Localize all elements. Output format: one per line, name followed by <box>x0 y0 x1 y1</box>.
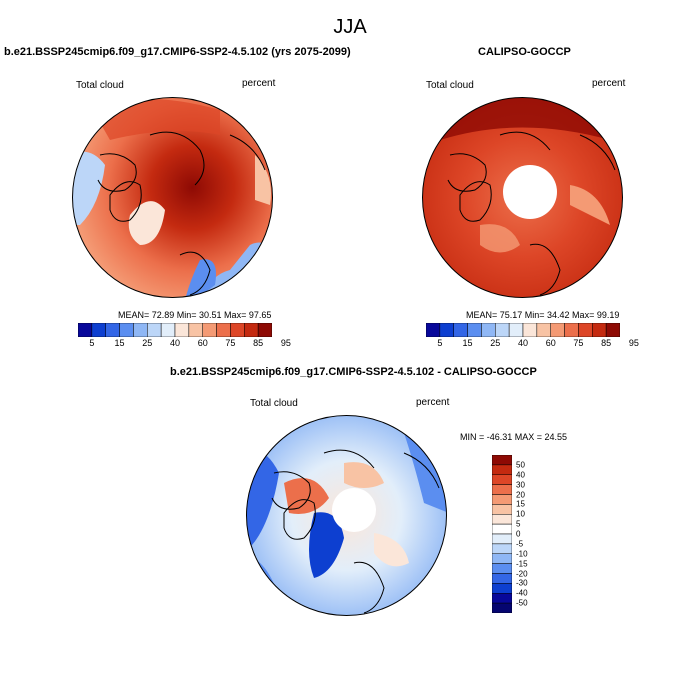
diff-colorbar-tick: 40 <box>516 470 525 480</box>
obs-colorbar-swatch <box>578 323 593 337</box>
diff-colorbar-swatch <box>492 474 512 485</box>
obs-colorbar-swatch <box>495 323 510 337</box>
model-colorbar-tick: 75 <box>225 338 236 348</box>
model-colorbar-swatch <box>160 323 176 337</box>
model-colorbar-swatch <box>230 323 245 337</box>
diff-colorbar-swatch <box>492 533 512 545</box>
diff-colorbar-swatch <box>492 563 512 574</box>
diff-panel-title: b.e21.BSSP245cmip6.f09_g17.CMIP6-SSP2-4.… <box>170 366 537 378</box>
diff-colorbar-swatch <box>492 543 512 554</box>
diff-colorbar-tick: 10 <box>516 509 525 519</box>
model-polar-map <box>72 97 273 298</box>
model-colorbar-swatch <box>147 323 162 337</box>
model-colorbar-tick: 60 <box>197 338 208 348</box>
obs-colorbar-swatch <box>508 323 524 337</box>
obs-units-label: percent <box>592 78 626 89</box>
model-colorbar-tick: 95 <box>280 338 291 348</box>
diff-colorbar-tick: -30 <box>516 578 528 588</box>
diff-stats: MIN = -46.31 MAX = 24.55 <box>460 432 568 442</box>
obs-colorbar-swatch <box>592 323 607 337</box>
model-colorbar-swatch <box>133 323 148 337</box>
obs-colorbar-swatch <box>481 323 496 337</box>
model-colorbar <box>78 323 272 337</box>
obs-colorbar-swatch <box>522 323 538 337</box>
model-colorbar-swatch <box>216 323 231 337</box>
obs-colorbar-swatch <box>426 323 441 337</box>
diff-colorbar-tick: -5 <box>516 539 524 549</box>
obs-colorbar-swatch <box>564 323 579 337</box>
diff-colorbar-swatch <box>492 573 512 584</box>
diff-colorbar-tick: 15 <box>516 499 525 509</box>
diff-colorbar-tick: -15 <box>516 559 528 569</box>
diff-colorbar-labels: 50 40 30 20 15 10 5 0 -5 -10 -15 -20 -30… <box>516 455 546 613</box>
obs-stats: MEAN= 75.17 Min= 34.42 Max= 99.19 <box>466 310 620 320</box>
obs-colorbar-tick: 5 <box>437 338 443 348</box>
diff-colorbar-swatch <box>492 523 512 535</box>
obs-colorbar-tick: 85 <box>601 338 612 348</box>
obs-colorbar-tick: 40 <box>517 338 529 348</box>
diff-polar-map <box>246 415 447 616</box>
obs-colorbar-labels: 5 15 25 40 60 75 85 95 <box>426 338 639 350</box>
obs-colorbar-tick: 75 <box>573 338 584 348</box>
diff-colorbar-swatch <box>492 455 512 466</box>
model-colorbar-swatch <box>188 323 203 337</box>
model-units-label: percent <box>242 78 276 89</box>
obs-colorbar-tick: 60 <box>545 338 556 348</box>
diff-colorbar-tick: -50 <box>516 598 528 608</box>
diff-colorbar <box>492 455 512 613</box>
obs-polar-map <box>422 97 623 298</box>
obs-colorbar-tick: 15 <box>462 338 473 348</box>
obs-colorbar-swatch <box>453 323 468 337</box>
diff-colorbar-tick: -10 <box>516 549 528 559</box>
diff-colorbar-swatch <box>492 602 512 613</box>
model-colorbar-swatch <box>78 323 93 337</box>
model-colorbar-swatch <box>257 323 272 337</box>
diff-colorbar-swatch <box>492 553 512 564</box>
figure-title: JJA <box>333 16 367 38</box>
diff-colorbar-tick: -40 <box>516 588 528 598</box>
model-panel-title: b.e21.BSSP245cmip6.f09_g17.CMIP6-SSP2-4.… <box>4 46 351 58</box>
diff-colorbar-swatch <box>492 494 512 505</box>
model-colorbar-tick: 85 <box>253 338 264 348</box>
model-stats: MEAN= 72.89 Min= 30.51 Max= 97.65 <box>118 310 272 320</box>
diff-colorbar-swatch <box>492 583 512 594</box>
obs-variable-label: Total cloud <box>426 80 474 91</box>
diff-missing-polar-gap <box>332 488 376 532</box>
model-colorbar-swatch <box>174 323 190 337</box>
obs-colorbar-swatch <box>467 323 482 337</box>
model-colorbar-tick: 25 <box>142 338 153 348</box>
diff-colorbar-tick: 20 <box>516 490 525 499</box>
diff-colorbar-tick: 30 <box>516 480 525 490</box>
diff-units-label: percent <box>416 397 450 408</box>
model-colorbar-tick: 40 <box>169 338 181 348</box>
obs-colorbar-swatch <box>605 323 620 337</box>
diff-colorbar-swatch <box>492 484 512 495</box>
obs-colorbar-tick: 25 <box>490 338 501 348</box>
obs-colorbar-swatch <box>550 323 565 337</box>
diff-colorbar-swatch <box>492 464 512 475</box>
diff-colorbar-tick: -20 <box>516 569 528 578</box>
model-colorbar-swatch <box>202 323 217 337</box>
diff-colorbar-swatch <box>492 593 512 604</box>
diff-colorbar-swatch <box>492 514 512 525</box>
obs-colorbar-tick: 95 <box>628 338 639 348</box>
obs-colorbar-swatch <box>439 323 454 337</box>
obs-colorbar <box>426 323 620 337</box>
diff-variable-label: Total cloud <box>250 398 298 409</box>
model-colorbar-tick: 15 <box>114 338 125 348</box>
model-colorbar-tick: 5 <box>89 338 95 348</box>
model-variable-label: Total cloud <box>76 80 124 91</box>
obs-missing-polar-gap <box>503 165 557 219</box>
model-colorbar-swatch <box>244 323 259 337</box>
model-colorbar-swatch <box>119 323 134 337</box>
model-colorbar-swatch <box>91 323 106 337</box>
diff-colorbar-tick: 50 <box>516 460 525 470</box>
model-colorbar-swatch <box>105 323 120 337</box>
model-colorbar-labels: 5 15 25 40 60 75 85 95 <box>78 338 291 350</box>
diff-colorbar-tick: 0 <box>516 529 521 539</box>
diff-colorbar-tick: 5 <box>516 519 521 529</box>
diff-colorbar-swatch <box>492 504 512 515</box>
obs-colorbar-swatch <box>536 323 551 337</box>
obs-panel-title: CALIPSO-GOCCP <box>478 46 571 58</box>
